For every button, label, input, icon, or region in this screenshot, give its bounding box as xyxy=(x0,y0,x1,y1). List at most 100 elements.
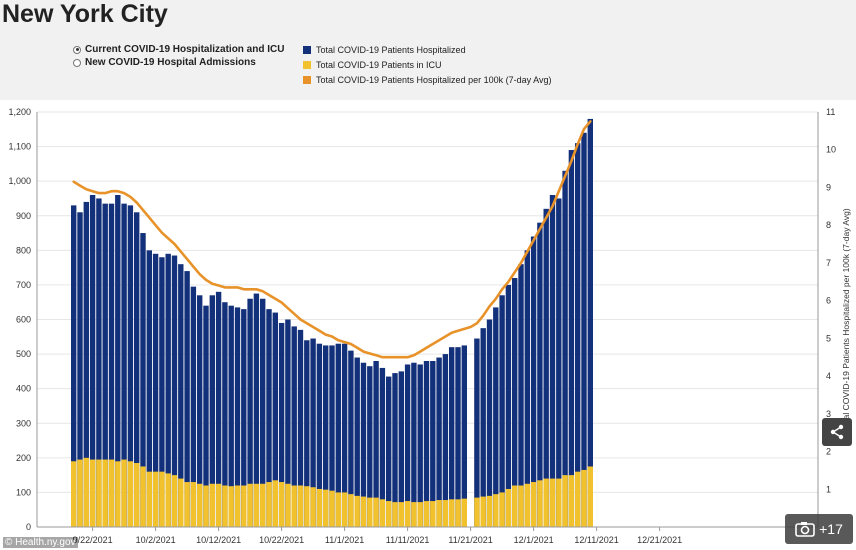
bar-total-hospitalized xyxy=(291,326,297,527)
bar-total-hospitalized xyxy=(165,253,171,527)
bar-icu xyxy=(323,489,329,527)
bar-total-hospitalized xyxy=(505,284,512,527)
bar-total-hospitalized xyxy=(417,364,423,527)
bar-total-hospitalized xyxy=(323,345,329,527)
bar-icu xyxy=(543,478,549,527)
gallery-button[interactable]: +17 xyxy=(785,514,853,544)
bar-icu xyxy=(430,501,436,527)
bar-total-hospitalized xyxy=(575,143,581,527)
bar-icu xyxy=(392,502,398,527)
bar-total-hospitalized xyxy=(373,361,379,527)
legend-item-per-100k: Total COVID-19 Patients Hospitalized per… xyxy=(303,75,551,85)
bar-icu xyxy=(77,459,83,527)
y-left-tick-label: 1,100 xyxy=(8,142,31,152)
y-right-tick-label: 3 xyxy=(826,409,831,419)
radio-hospitalization-icu[interactable]: Current COVID-19 Hospitalization and ICU xyxy=(73,44,284,55)
bar-icu xyxy=(367,497,373,527)
image-credit: © Health.ny.gov xyxy=(3,537,78,548)
y-left-tick-label: 700 xyxy=(16,280,31,290)
camera-icon xyxy=(795,522,815,537)
x-tick-label: 12/21/2021 xyxy=(637,535,682,545)
bar-total-hospitalized xyxy=(115,195,121,527)
y-left-tick-label: 100 xyxy=(16,487,31,497)
y-right-tick-label: 4 xyxy=(826,371,831,381)
header-band xyxy=(0,0,856,100)
bar-total-hospitalized xyxy=(581,132,587,527)
bar-total-hospitalized xyxy=(530,236,537,527)
x-tick-label: 9/22/2021 xyxy=(73,535,113,545)
bar-total-hospitalized xyxy=(241,309,247,527)
y-left-tick-label: 1,200 xyxy=(8,107,31,117)
axes: 0 100 200 300 400 500 600 700 800 900 1,000 1,100 1,… xyxy=(8,107,851,545)
bar-total-hospitalized xyxy=(341,343,348,527)
x-tick-label: 11/11/2021 xyxy=(386,535,430,545)
bar-total-hospitalized xyxy=(310,338,316,527)
legend-swatch xyxy=(303,76,311,84)
bar-total-hospitalized xyxy=(449,347,455,527)
bar-total-hospitalized xyxy=(562,170,568,527)
bar-icu xyxy=(581,469,587,527)
bar-total-hospitalized xyxy=(228,305,234,527)
bar-total-hospitalized xyxy=(127,205,134,527)
y-right-tick-label: 10 xyxy=(826,145,836,155)
bar-total-hospitalized xyxy=(386,376,392,527)
bar-total-hospitalized xyxy=(524,250,530,528)
bar-total-hospitalized xyxy=(203,305,209,527)
bar-icu xyxy=(455,499,461,527)
bar-total-hospitalized xyxy=(209,295,215,527)
y-left-tick-label: 900 xyxy=(16,211,31,221)
line-per-100k-path xyxy=(72,120,592,359)
x-tick-label: 10/22/2021 xyxy=(259,535,304,545)
bars-icu xyxy=(71,457,593,527)
bar-total-hospitalized xyxy=(108,203,115,527)
bar-total-hospitalized xyxy=(348,350,354,527)
y-right-tick-label: 6 xyxy=(826,296,831,306)
bar-icu xyxy=(436,500,442,527)
bar-icu xyxy=(285,483,291,527)
gallery-count: +17 xyxy=(819,521,843,537)
bar-icu xyxy=(215,483,222,527)
radio-hospital-admissions[interactable]: New COVID-19 Hospital Admissions xyxy=(73,57,256,68)
bar-icu xyxy=(115,461,121,527)
share-button[interactable] xyxy=(822,418,852,446)
bar-icu xyxy=(83,457,89,527)
x-tick-label: 11/21/2021 xyxy=(448,535,492,545)
y-right-tick-label: 1 xyxy=(826,484,831,494)
bar-icu xyxy=(108,459,115,527)
bar-icu xyxy=(386,501,392,527)
bar-icu xyxy=(373,497,379,527)
legend-swatch xyxy=(303,46,311,54)
bar-icu xyxy=(278,482,285,527)
y-left-tick-label: 500 xyxy=(16,349,31,359)
bar-total-hospitalized xyxy=(549,195,556,527)
bar-icu xyxy=(96,459,102,527)
bar-total-hospitalized xyxy=(512,278,518,527)
bar-total-hospitalized xyxy=(140,233,146,527)
y-right-tick-label: 8 xyxy=(826,220,831,230)
bar-total-hospitalized xyxy=(329,345,335,527)
bar-icu xyxy=(537,480,543,527)
bar-total-hospitalized xyxy=(423,361,430,527)
hospitalization-chart: 0 100 200 300 400 500 600 700 800 900 1,000 1,100 1,… xyxy=(8,107,851,545)
bar-total-hospitalized xyxy=(272,312,278,527)
legend-label: Total COVID-19 Patients Hospitalized xyxy=(316,45,466,55)
radio-label: Current COVID-19 Hospitalization and ICU xyxy=(85,44,285,55)
bar-icu xyxy=(297,485,304,527)
bar-icu xyxy=(247,483,253,527)
bar-total-hospitalized xyxy=(215,291,222,527)
y-left-tick-label: 0 xyxy=(26,522,31,532)
bar-icu xyxy=(146,471,152,527)
bar-total-hospitalized xyxy=(474,338,480,527)
bar-total-hospitalized xyxy=(436,357,442,527)
bar-total-hospitalized xyxy=(543,208,549,527)
bar-total-hospitalized xyxy=(121,203,127,527)
bar-icu xyxy=(190,482,197,527)
bar-total-hospitalized xyxy=(146,250,152,528)
bar-total-hospitalized xyxy=(493,307,499,527)
bar-icu xyxy=(341,492,348,527)
y-left-tick-label: 800 xyxy=(16,245,31,255)
legend-item-icu: Total COVID-19 Patients in ICU xyxy=(303,60,442,70)
y-left-tick-label: 400 xyxy=(16,384,31,394)
bar-total-hospitalized xyxy=(102,203,108,527)
bar-total-hospitalized xyxy=(486,319,493,527)
